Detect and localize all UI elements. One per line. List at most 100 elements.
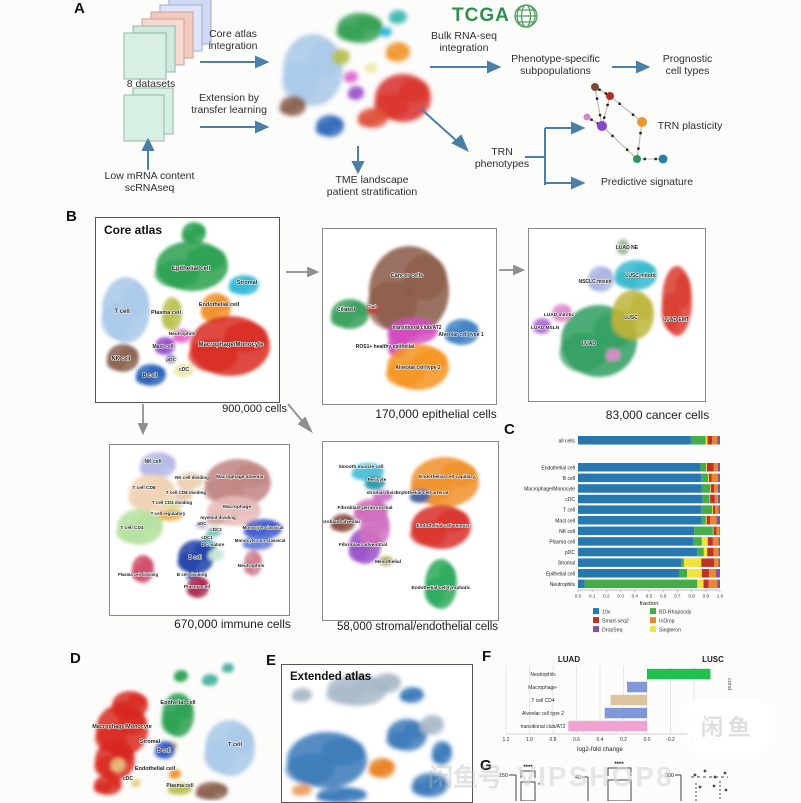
umap-cluster-label: Mast cell	[152, 344, 174, 350]
chart-c-bar-segment	[705, 516, 707, 525]
umap-cluster-label: Cancer cells	[391, 273, 423, 279]
umap-cluster-label: Monocyte classical	[242, 525, 283, 530]
umap-cluster-blob	[388, 15, 400, 24]
tcga-globe-icon	[514, 4, 538, 28]
bulk-rnaseq-label: Bulk RNA-seq integration	[431, 30, 497, 55]
watermark-logo-text: 闲鱼	[700, 715, 755, 740]
umap-cluster-label: Macrophage	[223, 504, 252, 510]
g-sig-2: ****	[614, 762, 624, 768]
umap-cluster-blob	[161, 310, 174, 329]
trn-edge-marker	[631, 113, 635, 116]
chart-c-tick-label: 0.7	[674, 594, 681, 599]
umap-cluster-label: NK cell dividing	[175, 475, 209, 480]
g-sig-1: ****	[523, 765, 533, 771]
umap-cluster-label: B cell	[157, 748, 171, 754]
umap-cluster-label: Fibroblast adventitial	[339, 542, 387, 548]
umap-cluster-label: Macrophage alveolar	[216, 474, 264, 480]
umap-cluster-blob	[611, 309, 638, 337]
chart-c-bar-segment	[697, 579, 704, 589]
watermark-logo-box: 闲鱼	[688, 700, 768, 752]
umap-cluster-blob	[154, 260, 200, 288]
umap-cluster-blob	[106, 354, 127, 371]
umap-cluster-label: Stromal	[140, 739, 161, 745]
umap-cluster-label: LUAD mitotic	[544, 312, 575, 318]
umap-cluster-blob	[396, 11, 407, 19]
umap-cluster-blob	[211, 542, 217, 547]
chart-c-bar-segment	[681, 558, 684, 567]
umap-cluster-blob	[380, 760, 395, 770]
umap-canvas: Cancer cells Ciliated Club transitional clu…	[330, 246, 484, 390]
umap-cluster-blob	[399, 693, 415, 702]
umap-cluster-blob	[161, 709, 182, 735]
chart-c-bar-segment	[700, 463, 707, 472]
chart-f-canvas: 1.21.00.80.60.40.20.0-0.2-0.4Neutrophils…	[503, 655, 732, 753]
luad-lusc-fold-change-chart: 1.21.00.80.60.40.20.0-0.2-0.4Neutrophils…	[478, 648, 801, 760]
umap-cluster-blob	[532, 324, 544, 333]
chart-f-bar	[627, 681, 647, 693]
chart-c-legend-label: InDrop	[659, 619, 675, 625]
umap-cluster-blob	[439, 462, 478, 487]
umap-canvas	[285, 673, 452, 802]
chart-c-row-label: Plasma cell	[549, 540, 575, 546]
chart-f-side-label: cond	[726, 678, 732, 690]
chart-c-bar-segment	[578, 473, 702, 483]
umap-canvas: Epithelial cell Stromal Endothelial cell Pl…	[101, 222, 270, 386]
trn-edge-marker	[611, 134, 614, 138]
chart-c-bar-segment	[708, 473, 712, 483]
chart-c-bar-segment	[578, 526, 695, 536]
cancer-caption: 83,000 cancer cells	[605, 408, 710, 422]
umap-cluster-blob	[403, 255, 447, 300]
umap-canvas: Smooth muscle cell Pericyte stromal dividi…	[323, 457, 479, 609]
umap-cluster-blob	[93, 782, 111, 794]
umap-cluster-blob	[367, 280, 417, 331]
umap-canvas	[279, 10, 431, 137]
chart-c-bar-segment	[708, 473, 709, 483]
chart-c-bar-segment	[578, 547, 698, 557]
umap-cluster-blob	[170, 300, 182, 318]
chart-f-bar	[610, 694, 647, 706]
chart-f-row-label: Macrophage-	[528, 685, 558, 691]
g-star: *	[538, 783, 541, 789]
umap-cluster-blob	[174, 770, 181, 775]
chart-c-bar-segment	[710, 484, 715, 493]
umap-cluster-label: LUAD	[582, 341, 596, 347]
chart-c-bar-segment	[715, 505, 719, 514]
umap-cluster-blob	[188, 473, 203, 483]
trn-edge-marker	[598, 113, 602, 117]
umap-cluster-blob	[343, 75, 353, 83]
umap-cluster-blob	[164, 503, 176, 510]
umap-cluster-blob	[373, 477, 385, 485]
umap-cluster-blob	[384, 557, 393, 562]
umap-cluster-blob	[127, 693, 148, 708]
epithelial-caption: 170,000 epithelial cells	[375, 407, 497, 421]
epithelial-umap: Cancer cells Ciliated Club transitional clu…	[323, 229, 496, 404]
umap-cluster-blob	[130, 782, 137, 787]
umap-cluster-blob	[192, 224, 206, 236]
umap-cluster-blob	[372, 512, 390, 532]
panel-a-label: A	[74, 0, 85, 17]
panel-d-label: D	[70, 650, 81, 667]
chart-c-bar-segment	[706, 516, 711, 525]
umap-cluster-label: NSCLC mixed	[578, 279, 611, 285]
chart-c-tick-label: 0.8	[688, 594, 695, 599]
umap-canvas: Macrophage/Monocyte Epithelial cell Stroma…	[92, 663, 255, 800]
chart-f-bar	[604, 707, 647, 719]
umap-cluster-blob	[300, 785, 312, 792]
umap-cluster-blob	[201, 538, 208, 543]
trn-edge-marker	[604, 92, 607, 95]
trn-node	[637, 117, 647, 127]
umap-cluster-blob	[622, 240, 629, 249]
umap-cluster-blob	[279, 103, 296, 115]
phenotype-label: Phenotype-specific subpopulations	[511, 53, 600, 78]
chart-c-bar-segment	[709, 494, 711, 504]
umap-blobs	[93, 663, 255, 800]
panel-f-label: F	[482, 648, 492, 665]
umap-cluster-blob	[170, 355, 176, 360]
umap-cluster-blob	[148, 477, 174, 497]
umap-cluster-blob	[632, 263, 656, 278]
dataset-stack-8-icon	[123, 87, 174, 142]
epithelial-umap-box: Cancer cells Ciliated Club transitional clu…	[322, 228, 497, 405]
umap-cluster-label: Ciliated	[337, 307, 355, 313]
trn-edge	[601, 95, 611, 127]
umap-cluster-label: Plasma cell	[151, 310, 181, 316]
